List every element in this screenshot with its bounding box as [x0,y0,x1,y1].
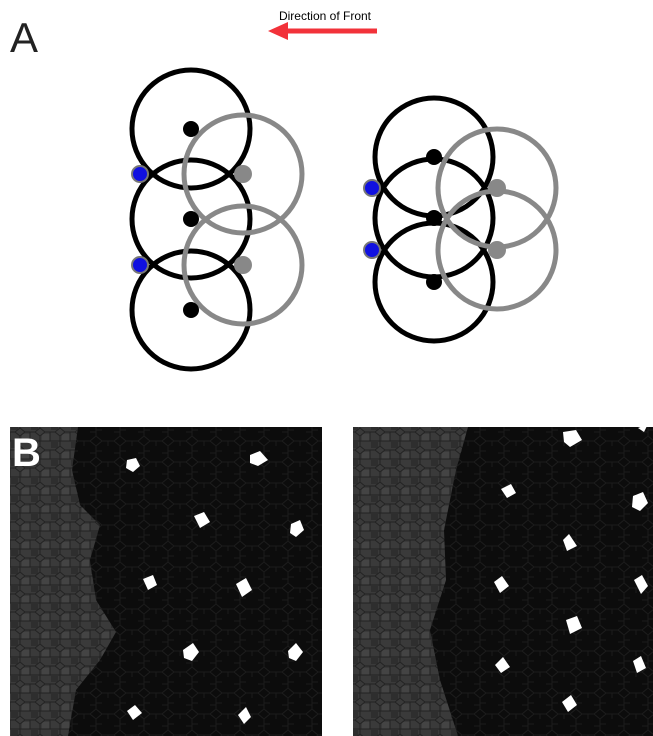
dot [132,257,148,273]
dot [183,302,199,318]
panel-label: B [12,431,41,475]
dot [426,274,442,290]
simulation-image-right [353,424,653,736]
simulation-image-left [10,427,322,736]
dot [426,149,442,165]
dot [488,179,506,197]
dot [183,121,199,137]
right-cluster [375,98,556,341]
right-dots [364,149,506,290]
dot [426,210,442,226]
figure: A Direction of Front [0,0,653,736]
dot [234,165,252,183]
dot [234,256,252,274]
dot [364,242,380,258]
dot [183,211,199,227]
dot [488,241,506,259]
dot [364,180,380,196]
left-cluster [132,70,302,369]
panel-label: A [10,14,38,61]
page: A Direction of Front [0,0,653,736]
left-dots [132,121,252,318]
dot [132,166,148,182]
arrow-head [268,22,288,40]
arrow-label: Direction of Front [279,9,372,23]
